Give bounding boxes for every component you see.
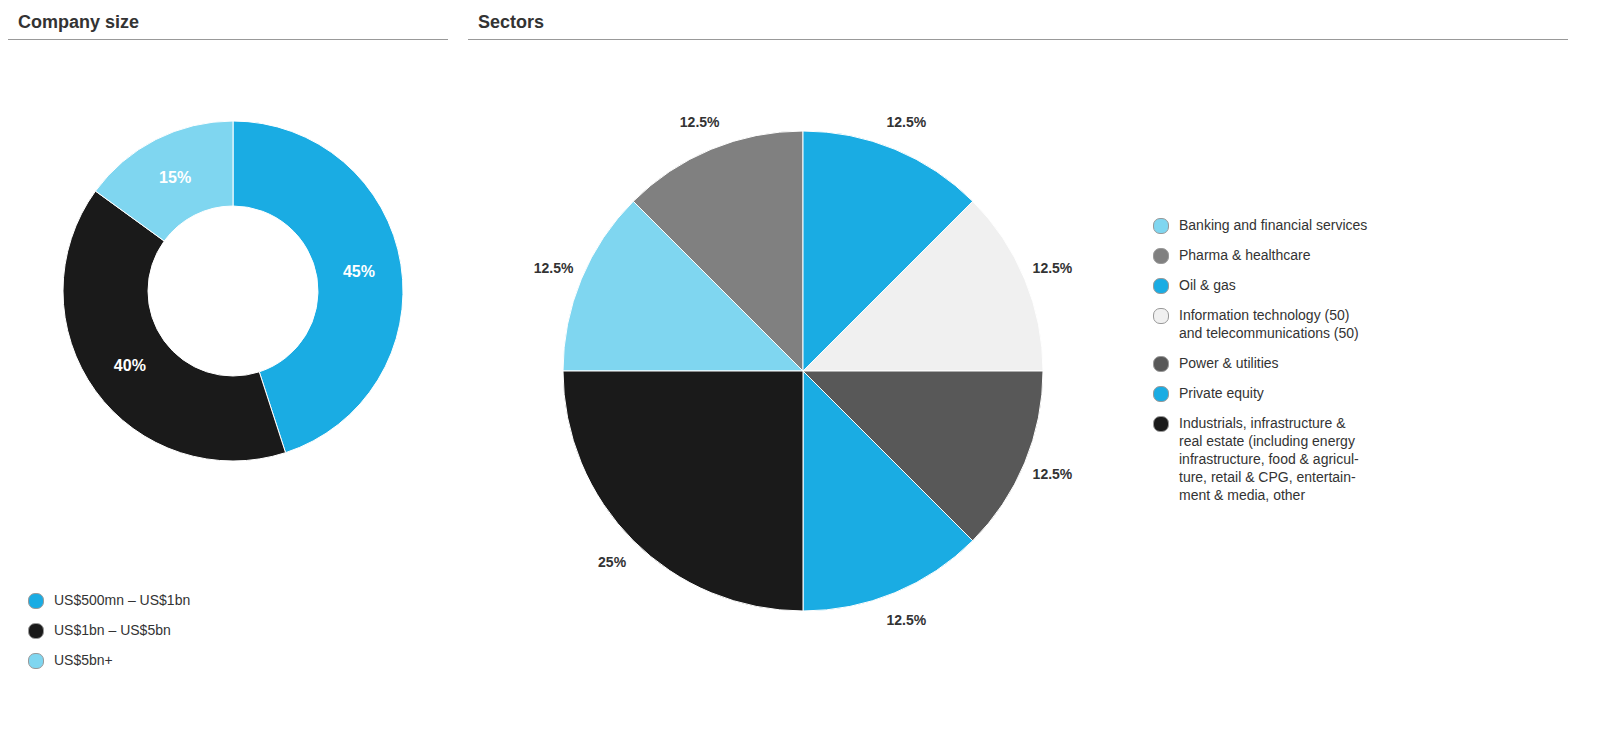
- html-text:Oil & gas: Oil & gas: [1179, 277, 1236, 293]
- svg-text:12.5%: 12.5%: [680, 114, 720, 130]
- html-text:Company size: Company size: [18, 12, 139, 32]
- svg-text:45%: 45%: [343, 263, 375, 280]
- html-text:US$1bn – US$5bn: US$1bn – US$5bn: [54, 622, 171, 638]
- html-text:US$5bn+: US$5bn+: [54, 652, 113, 668]
- svg-text:40%: 40%: [114, 357, 146, 374]
- html-text:Pharma & healthcare: Pharma & healthcare: [1179, 247, 1311, 263]
- svg-text:12.5%: 12.5%: [886, 612, 926, 628]
- html-text:Industrials, infrastructure &: Industrials, infrastructure & real estat…: [1179, 415, 1359, 503]
- svg-text:25%: 25%: [598, 554, 627, 570]
- svg-text:12.5%: 12.5%: [534, 260, 574, 276]
- html-text:US$500mn – US$1bn: US$500mn – US$1bn: [54, 592, 191, 608]
- html-text:Private equity: Private equity: [1179, 385, 1264, 401]
- svg-text:12.5%: 12.5%: [1033, 260, 1073, 276]
- html-text:Banking and financial services: Banking and financial services: [1179, 217, 1368, 233]
- html-text:Information technology (50) an: Information technology (50) and telecomm…: [1179, 307, 1359, 341]
- html-text:Sectors: Sectors: [478, 12, 544, 32]
- svg-text:12.5%: 12.5%: [1033, 466, 1073, 482]
- svg-text:12.5%: 12.5%: [886, 114, 926, 130]
- html-text:Power & utilities: Power & utilities: [1179, 355, 1279, 371]
- svg-text:15%: 15%: [159, 169, 191, 186]
